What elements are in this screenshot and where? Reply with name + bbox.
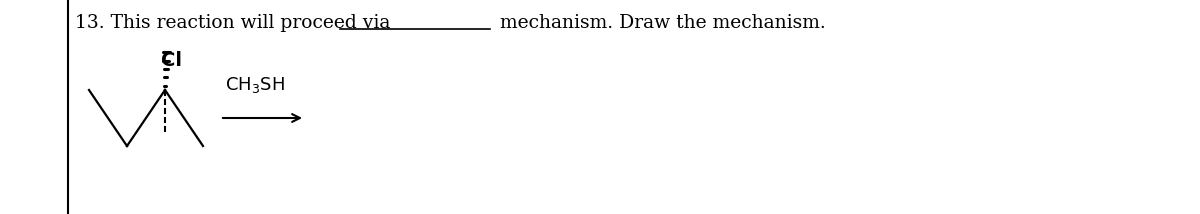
Text: CH$_3$SH: CH$_3$SH [226, 75, 284, 95]
Text: Cl: Cl [161, 51, 181, 70]
Text: 13. This reaction will proceed via: 13. This reaction will proceed via [74, 14, 390, 32]
Text: mechanism. Draw the mechanism.: mechanism. Draw the mechanism. [500, 14, 826, 32]
